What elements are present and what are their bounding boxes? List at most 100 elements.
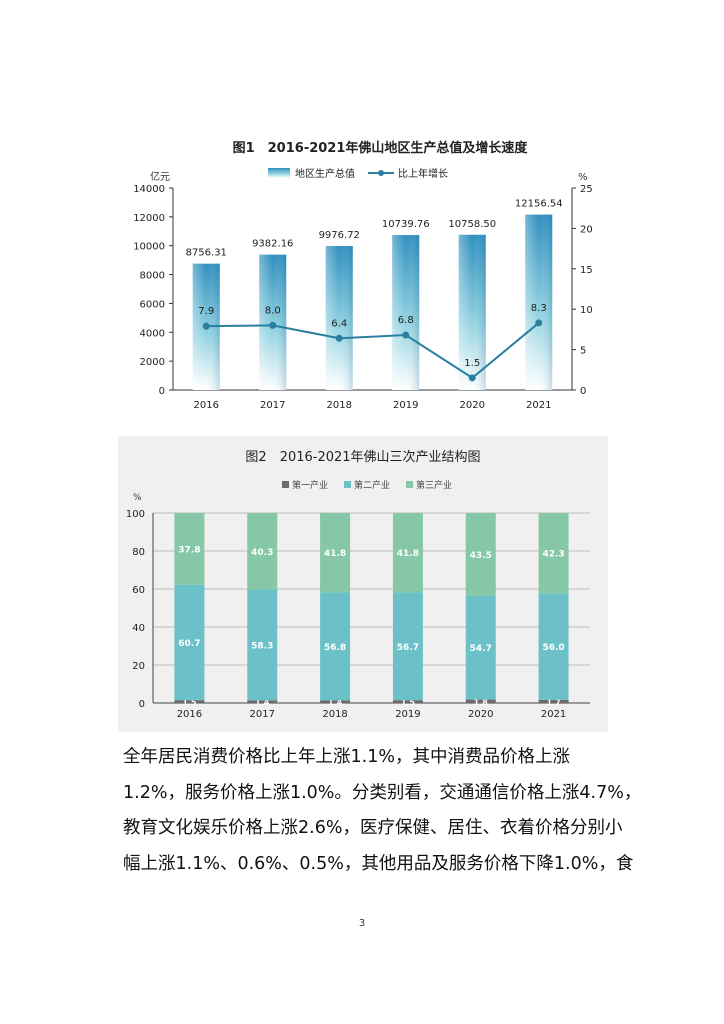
stack-segment-2 (320, 592, 351, 701)
x-tick-label: 2016 (194, 400, 219, 411)
stack-label-3: 42.3 (542, 550, 564, 560)
stack-label-1: 1.5 (182, 698, 197, 707)
y-right-tick-label: 0 (580, 386, 586, 397)
x-tick-label: 2019 (393, 400, 418, 411)
gdp-bar-label: 10739.76 (382, 219, 430, 230)
x-tick-label: 2020 (460, 400, 485, 411)
page-number: 3 (358, 918, 366, 929)
legend-label-3: 第三产业 (416, 479, 452, 491)
growth-label: 6.8 (398, 315, 414, 326)
stack-label-1: 1.4 (255, 698, 270, 707)
y-left-tick-label: 0 (159, 386, 165, 397)
body-paragraph: 全年居民消费价格比上年上涨1.1%，其中消费品价格上涨 1.2%，服务价格上涨1… (123, 740, 643, 882)
paragraph-line: 全年居民消费价格比上年上涨1.1%，其中消费品价格上涨 (123, 747, 570, 767)
growth-point (335, 334, 343, 342)
legend-line-marker (378, 170, 384, 176)
legend-bar-label: 地区生产总值 (295, 167, 355, 180)
gdp-bar-shade (325, 246, 353, 390)
y-left-tick-label: 4000 (140, 328, 165, 339)
y-tick-label: 80 (132, 547, 145, 558)
y-left-unit: 亿元 (150, 170, 170, 183)
y-right-tick-label: 15 (580, 265, 593, 276)
y-left-tick-label: 10000 (133, 242, 165, 253)
stack-segment-1 (465, 699, 496, 703)
gdp-bar-label: 12156.54 (515, 199, 563, 210)
paragraph-line: 1.2%，服务价格上涨1.0%。分类别看，交通通信价格上涨4.7%， (123, 782, 642, 803)
stack-label-2: 54.7 (470, 644, 492, 654)
legend-swatch-3 (406, 481, 413, 488)
stack-label-2: 56.7 (397, 643, 419, 653)
y-unit: % (133, 493, 142, 503)
x-tick-label: 2018 (327, 400, 352, 411)
x-tick-label: 2017 (250, 709, 275, 720)
stack-segment-3 (465, 513, 496, 596)
x-tick-label: 2019 (395, 709, 420, 720)
paragraph-line: 教育文化娱乐价格上涨2.6%，医疗保健、居住、衣着价格分别小 (123, 818, 623, 838)
x-tick-label: 2021 (541, 709, 566, 720)
y-right-tick-label: 25 (580, 184, 593, 195)
x-tick-label: 2020 (468, 709, 493, 720)
growth-label: 8.3 (531, 303, 547, 314)
growth-label: 6.4 (331, 318, 347, 329)
stack-segment-2 (247, 589, 278, 701)
legend-label-2: 第二产业 (354, 479, 390, 491)
y-right-unit: % (578, 172, 588, 183)
stack-label-1: 1.7 (546, 698, 560, 707)
stack-segment-2 (538, 593, 569, 700)
stack-segment-2 (465, 595, 496, 700)
legend-swatch-1 (282, 481, 289, 488)
stack-segment-1 (538, 699, 569, 703)
gdp-bar-label: 9382.16 (252, 239, 293, 250)
stack-label-2: 60.7 (178, 639, 200, 649)
y-left-tick-label: 6000 (140, 299, 165, 310)
stack-segment-3 (538, 513, 569, 594)
stack-segment-1 (174, 700, 205, 703)
growth-point (202, 322, 210, 330)
legend-bar-swatch (268, 168, 290, 178)
legend-swatch-2 (344, 481, 351, 488)
stack-segment-3 (392, 513, 423, 593)
growth-point (402, 331, 410, 339)
stack-label-1: 1.8 (474, 698, 489, 707)
growth-label: 8.0 (265, 305, 281, 316)
growth-point (468, 374, 476, 382)
figure1-chart: 亿元 % 0 2000 4000 6000 8000 10000 12000 14000 0 5 10 1… (133, 167, 593, 411)
y-tick-label: 60 (132, 585, 145, 596)
stack-label-3: 37.8 (178, 545, 200, 555)
x-tick-label: 2018 (322, 709, 347, 720)
gdp-bar-shade (525, 214, 553, 390)
stack-segment-3 (320, 513, 351, 593)
growth-point (535, 319, 543, 327)
y-tick-label: 0 (139, 699, 145, 710)
stack-label-3: 41.8 (397, 549, 419, 559)
growth-label: 7.9 (198, 306, 214, 317)
stack-label-3: 43.5 (470, 551, 492, 561)
y-left-tick-label: 2000 (140, 357, 165, 368)
stack-label-2: 56.8 (324, 643, 346, 653)
y-tick-label: 100 (126, 509, 145, 520)
paragraph-line: 幅上涨1.1%、0.6%、0.5%，其他用品及服务价格下降1.0%，食 (123, 853, 634, 874)
stack-label-1: 1.4 (328, 698, 343, 707)
gdp-bar-label: 10758.50 (448, 219, 496, 230)
stack-segment-2 (174, 584, 205, 701)
gdp-bar-shade (458, 234, 486, 390)
figure1-title: 图1 2016-2021年佛山地区生产总值及增长速度 (232, 141, 528, 156)
y-tick-label: 40 (132, 623, 145, 634)
figure2-title: 图2 2016-2021年佛山三次产业结构图 (245, 450, 481, 465)
gdp-bar-label: 9976.72 (319, 230, 360, 241)
legend-label-1: 第一产业 (292, 479, 328, 491)
x-tick-label: 2016 (177, 709, 202, 720)
stack-segment-3 (174, 513, 205, 585)
stack-segment-1 (392, 700, 423, 703)
growth-line (206, 322, 540, 380)
y-right-tick-label: 10 (580, 305, 593, 316)
figure2-chart: 0 20 40 60 80 100% 1.5 60.7 37.8 2016 1.4 58.3 40.3 2… (126, 479, 590, 720)
stack-label-2: 56.0 (542, 643, 564, 653)
stack-segment-1 (247, 700, 278, 703)
gdp-bar-label: 8756.31 (186, 248, 227, 259)
growth-label: 1.5 (464, 358, 480, 369)
legend-line-label: 比上年增长 (398, 167, 448, 180)
stack-segment-2 (392, 592, 423, 701)
x-tick-label: 2017 (260, 400, 285, 411)
stack-label-2: 58.3 (251, 641, 273, 651)
